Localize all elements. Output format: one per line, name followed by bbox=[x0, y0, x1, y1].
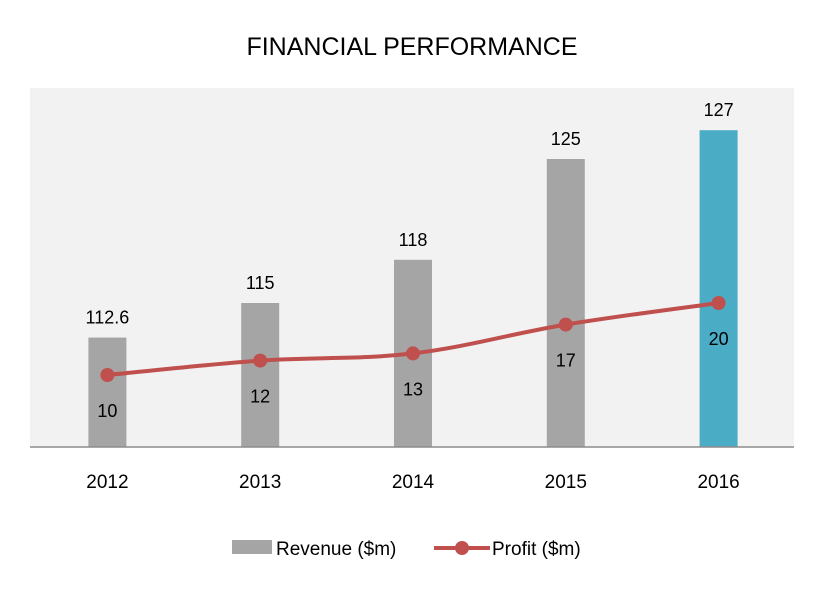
profit-point-2012 bbox=[100, 368, 115, 382]
profit-label-2016: 20 bbox=[709, 329, 729, 349]
legend-profit-label: Profit ($m) bbox=[492, 539, 581, 560]
x-tick-2015: 2015 bbox=[545, 472, 587, 493]
revenue-bar-2015 bbox=[546, 159, 585, 447]
revenue-label-2015: 125 bbox=[551, 129, 581, 149]
x-tick-2013: 2013 bbox=[239, 472, 281, 493]
revenue-bar-2012 bbox=[88, 337, 127, 447]
legend-revenue-label: Revenue ($m) bbox=[276, 539, 396, 560]
legend: Revenue ($m) Profit ($m) bbox=[232, 539, 581, 560]
legend-revenue-swatch bbox=[232, 540, 272, 554]
profit-point-2014 bbox=[406, 346, 420, 361]
profit-point-2013 bbox=[253, 353, 268, 368]
revenue-bar-2013 bbox=[241, 303, 280, 447]
profit-label-2012: 10 bbox=[97, 401, 117, 421]
x-tick-2012: 2012 bbox=[86, 472, 128, 493]
profit-point-2015 bbox=[558, 317, 573, 332]
profit-label-2013: 12 bbox=[250, 387, 270, 407]
legend-profit-marker bbox=[455, 541, 469, 555]
profit-label-2014: 13 bbox=[403, 379, 423, 399]
revenue-label-2012: 112.6 bbox=[86, 308, 130, 328]
x-tick-2016: 2016 bbox=[697, 472, 739, 493]
revenue-label-2014: 118 bbox=[399, 230, 428, 250]
revenue-bar-2016 bbox=[699, 130, 738, 447]
revenue-label-2013: 115 bbox=[246, 273, 275, 293]
profit-label-2015: 17 bbox=[556, 351, 576, 371]
profit-point-2016 bbox=[711, 296, 726, 310]
x-tick-2014: 2014 bbox=[392, 472, 435, 493]
revenue-label-2016: 127 bbox=[704, 100, 734, 120]
chart-title: FINANCIAL PERFORMANCE bbox=[246, 33, 577, 61]
